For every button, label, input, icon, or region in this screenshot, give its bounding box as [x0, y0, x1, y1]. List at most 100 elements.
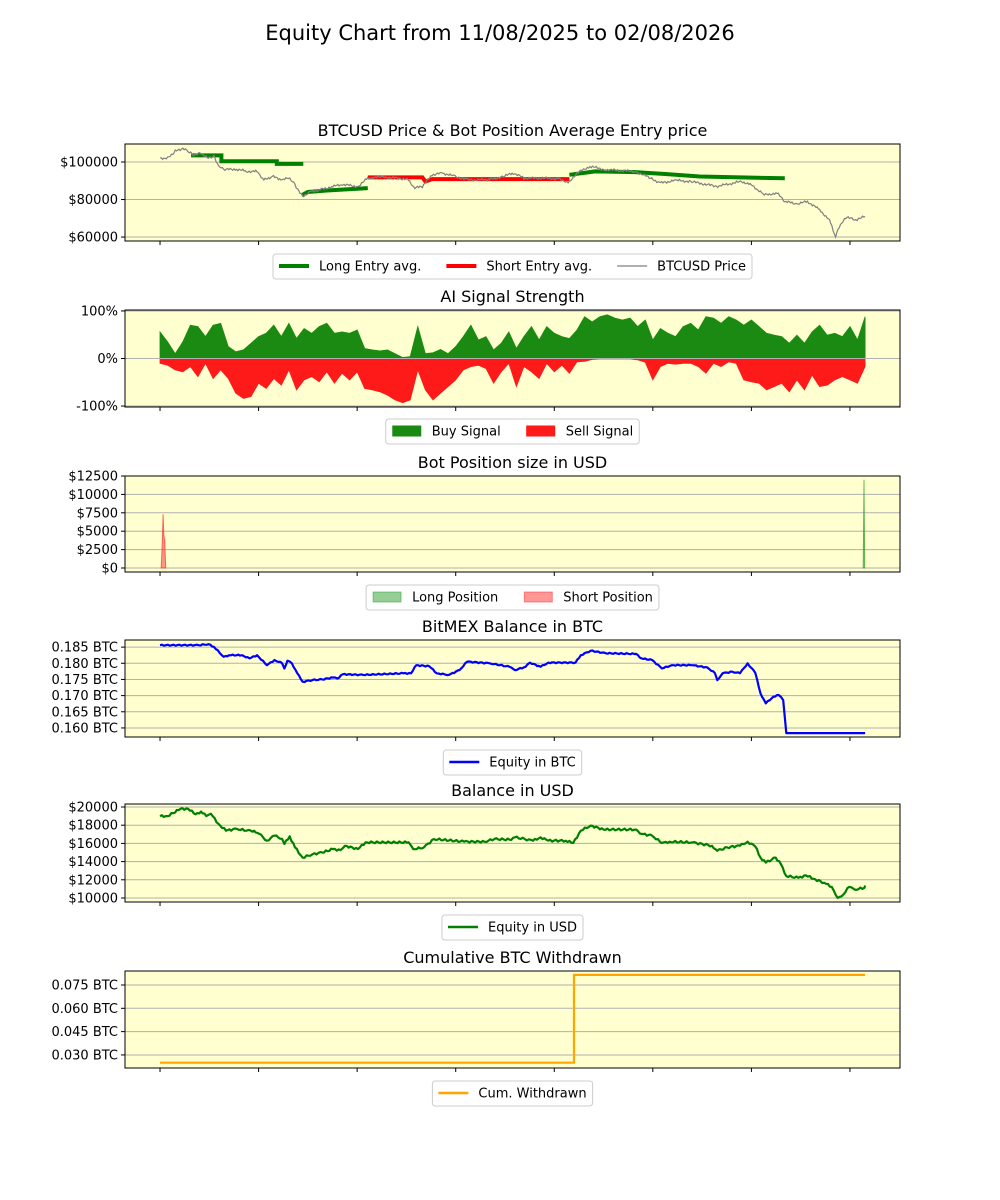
legend-swatch	[372, 591, 402, 603]
legend-item: Sell Signal	[526, 425, 634, 440]
y-tick-label: 0.030 BTC	[51, 1048, 118, 1063]
y-tick-label: 0.160 BTC	[51, 721, 118, 736]
y-tick-label: 0.175 BTC	[51, 673, 118, 688]
subplot-4: $10000 $12000 $14000 $16000 $18000 $20000 Bala…	[68, 781, 901, 941]
legend-frame	[385, 418, 640, 445]
y-tick-label: 0.170 BTC	[51, 689, 118, 704]
legend: Cum. Withdrawn	[431, 1080, 594, 1107]
subplot-5: 0.030 BTC 0.045 BTC 0.060 BTC 0.075 BTC Cumu…	[51, 948, 901, 1107]
legend: Equity in BTC	[442, 749, 583, 776]
long-entry-avg-line	[191, 153, 304, 166]
y-tick-label: $12500	[68, 470, 118, 485]
legend-item: Buy Signal	[392, 425, 501, 440]
series-layer	[159, 643, 866, 735]
plot-frame	[124, 639, 901, 738]
subplot-2: $0 $2500 $5000 $7500 $10000 $12500 Bot Positio…	[68, 453, 901, 611]
y-tick-label: $16000	[68, 837, 118, 852]
series-layer	[160, 973, 866, 1064]
legend-frame	[441, 914, 584, 941]
y-tick-label: $10000	[68, 891, 118, 906]
legend-item: Short Entry avg.	[446, 260, 592, 275]
equity-usd-line	[159, 807, 867, 900]
series-layer	[160, 479, 866, 569]
series-layer	[159, 147, 866, 240]
y-tick-label: $2500	[77, 543, 118, 558]
cum-withdrawn-line	[160, 973, 866, 1064]
legend-label: Cum. Withdrawn	[478, 1087, 586, 1102]
short-position-area	[160, 514, 167, 569]
legend-label: Equity in BTC	[489, 756, 575, 771]
y-tick-label: $5000	[77, 525, 118, 540]
legend: Long Position Short Position	[365, 584, 660, 611]
subplot-0: $60000 $80000 $100000 BTCUSD Price & Bot Po…	[60, 121, 901, 280]
legend-swatch	[523, 591, 553, 603]
legend-label: Long Entry avg.	[319, 260, 421, 275]
plot-frame	[124, 309, 901, 408]
equity-btc-line	[159, 643, 866, 735]
legend-frame	[365, 584, 660, 611]
y-tick-label: $10000	[68, 488, 118, 503]
legend-item: Equity in USD	[447, 921, 577, 936]
btcusd-price-line	[159, 147, 866, 240]
plot-background	[125, 476, 900, 572]
sell-signal-area	[159, 358, 866, 404]
legend-item: Long Position	[372, 591, 498, 606]
legend-label: Equity in USD	[488, 921, 577, 936]
y-tick-label: $14000	[68, 855, 118, 870]
legend-item: Equity in BTC	[449, 756, 576, 771]
subplot-title: Cumulative BTC Withdrawn	[403, 948, 622, 967]
y-tick-label: 0.185 BTC	[51, 641, 118, 656]
y-tick-label: 0.075 BTC	[51, 978, 118, 993]
long-position-area	[862, 479, 866, 569]
legend-item: BTCUSD Price	[617, 260, 746, 275]
plot-frame	[124, 803, 901, 903]
legend: Equity in USD	[441, 914, 584, 941]
legend-label: Short Position	[563, 591, 653, 606]
legend-item: Cum. Withdrawn	[438, 1087, 587, 1102]
subplot-title: BTCUSD Price & Bot Position Average Entr…	[318, 121, 708, 140]
y-tick-label: $100000	[60, 156, 118, 171]
y-tick-label: 0.060 BTC	[51, 1002, 118, 1017]
y-tick-label: $60000	[68, 231, 118, 246]
legend-frame	[442, 749, 583, 776]
legend-frame	[272, 253, 753, 280]
legend-swatch	[526, 425, 556, 437]
long-entry-avg-line	[569, 169, 785, 181]
subplot-1: -100% 0% 100% AI Signal Strength Buy Signal S…	[76, 287, 901, 445]
legend: Long Entry avg. Short Entry avg. BTCUSD Pr…	[272, 253, 753, 280]
legend-swatch	[392, 425, 422, 437]
legend-frame	[431, 1080, 594, 1107]
series-layer	[159, 807, 867, 900]
y-tick-label: $0	[101, 562, 118, 577]
buy-signal-area	[159, 314, 866, 359]
legend-label: Sell Signal	[566, 425, 634, 440]
y-tick-label: -100%	[76, 400, 118, 415]
y-tick-label: 0%	[97, 352, 118, 367]
y-tick-label: 100%	[81, 304, 118, 319]
y-tick-label: $20000	[68, 801, 118, 816]
subplot-title: BitMEX Balance in BTC	[422, 617, 603, 636]
y-tick-label: 0.165 BTC	[51, 705, 118, 720]
legend-label: Buy Signal	[432, 425, 501, 440]
subplot-title: Balance in USD	[451, 781, 574, 800]
y-tick-label: $80000	[68, 193, 118, 208]
subplot-title: AI Signal Strength	[440, 287, 584, 306]
y-tick-label: $18000	[68, 819, 118, 834]
y-tick-label: 0.045 BTC	[51, 1025, 118, 1040]
plot-frame	[124, 970, 901, 1069]
y-tick-label: $7500	[77, 506, 118, 521]
legend-item: Short Position	[523, 591, 653, 606]
plot-frame	[124, 475, 901, 573]
figure-title: Equity Chart from 11/08/2025 to 02/08/20…	[265, 21, 735, 45]
plot-background	[125, 144, 900, 241]
legend-label: Short Entry avg.	[486, 260, 592, 275]
plot-frame	[124, 143, 901, 242]
legend-label: Long Position	[412, 591, 498, 606]
plot-background	[125, 804, 900, 902]
subplot-title: Bot Position size in USD	[418, 453, 607, 472]
y-tick-label: 0.180 BTC	[51, 657, 118, 672]
y-tick-label: $12000	[68, 873, 118, 888]
legend-item: Long Entry avg.	[279, 260, 421, 275]
series-layer	[125, 314, 900, 404]
